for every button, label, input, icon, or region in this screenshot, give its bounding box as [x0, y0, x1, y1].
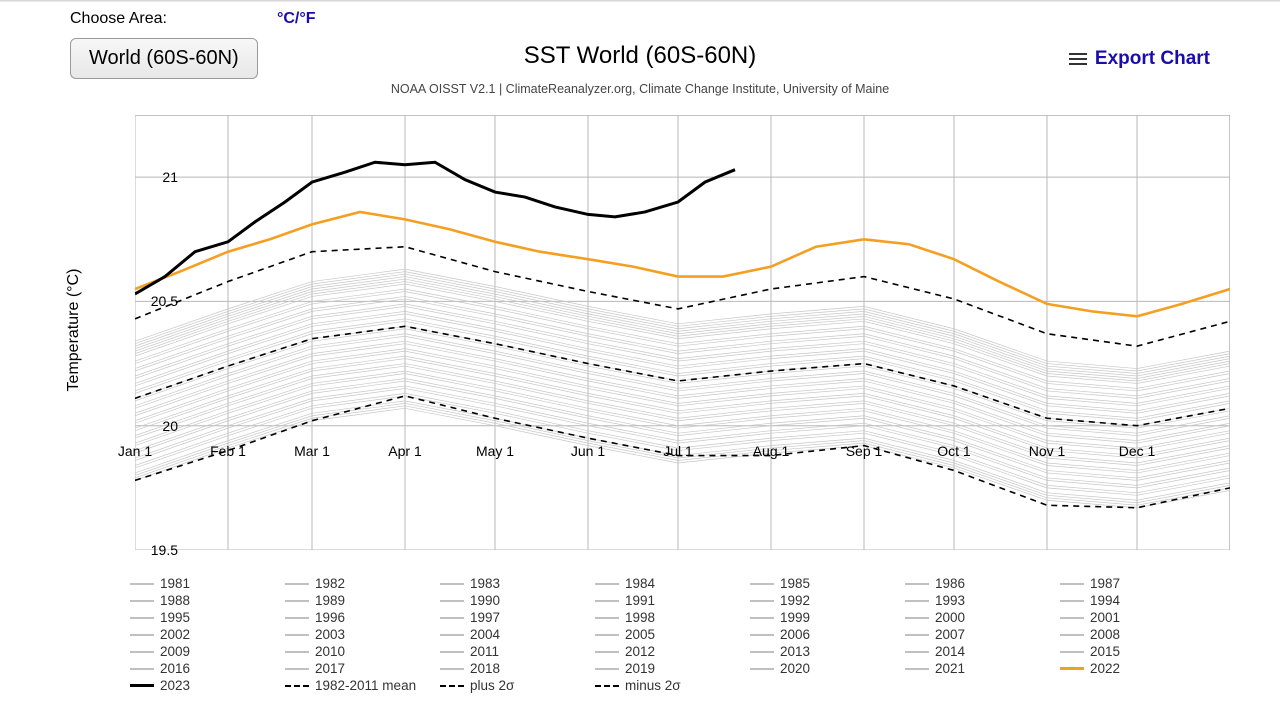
legend-item-2010[interactable]: 2010 [285, 643, 440, 660]
legend-item-2017[interactable]: 2017 [285, 660, 440, 677]
x-tick-label: Aug 1 [753, 443, 790, 459]
legend-item-2012[interactable]: 2012 [595, 643, 750, 660]
legend-item-2002[interactable]: 2002 [130, 626, 285, 643]
y-tick-label: 20 [162, 418, 178, 434]
legend-item-2001[interactable]: 2001 [1060, 609, 1215, 626]
legend-item-1988[interactable]: 1988 [130, 592, 285, 609]
legend-item-2021[interactable]: 2021 [905, 660, 1060, 677]
x-tick-label: Mar 1 [294, 443, 330, 459]
legend-item-1994[interactable]: 1994 [1060, 592, 1215, 609]
y-tick-label: 21 [162, 169, 178, 185]
legend-item-1986[interactable]: 1986 [905, 575, 1060, 592]
unit-toggle[interactable]: °C/°F [277, 10, 316, 28]
choose-area-label: Choose Area: [70, 10, 167, 28]
x-tick-label: Apr 1 [388, 443, 421, 459]
legend-item-1990[interactable]: 1990 [440, 592, 595, 609]
y-axis-label: Temperature (°C) [65, 269, 83, 392]
x-tick-label: Oct 1 [937, 443, 970, 459]
legend-item-1997[interactable]: 1997 [440, 609, 595, 626]
legend-item-1987[interactable]: 1987 [1060, 575, 1215, 592]
legend-item-2004[interactable]: 2004 [440, 626, 595, 643]
x-tick-label: May 1 [476, 443, 514, 459]
x-tick-label: Jun 1 [571, 443, 605, 459]
chart-subtitle: NOAA OISST V2.1 | ClimateReanalyzer.org,… [0, 82, 1280, 96]
export-chart-button[interactable]: Export Chart [1069, 48, 1210, 70]
legend-item-1999[interactable]: 1999 [750, 609, 905, 626]
legend-item-2016[interactable]: 2016 [130, 660, 285, 677]
legend-item-2007[interactable]: 2007 [905, 626, 1060, 643]
legend-item-1983[interactable]: 1983 [440, 575, 595, 592]
x-tick-label: Nov 1 [1029, 443, 1066, 459]
x-tick-label: Jan 1 [118, 443, 152, 459]
legend-item-2006[interactable]: 2006 [750, 626, 905, 643]
chart-svg [135, 115, 1230, 550]
legend-item-1989[interactable]: 1989 [285, 592, 440, 609]
y-tick-label: 20.5 [151, 293, 178, 309]
legend-item-2018[interactable]: 2018 [440, 660, 595, 677]
legend-item-1993[interactable]: 1993 [905, 592, 1060, 609]
legend-item-2022[interactable]: 2022 [1060, 660, 1215, 677]
legend-item-2005[interactable]: 2005 [595, 626, 750, 643]
x-tick-label: Dec 1 [1119, 443, 1156, 459]
legend-item-1984[interactable]: 1984 [595, 575, 750, 592]
legend-item-1991[interactable]: 1991 [595, 592, 750, 609]
legend-item-minus[interactable]: minus 2σ [595, 677, 750, 694]
legend-item-1992[interactable]: 1992 [750, 592, 905, 609]
legend-item-1982[interactable]: 1982 [285, 575, 440, 592]
legend-item-2009[interactable]: 2009 [130, 643, 285, 660]
export-label: Export Chart [1095, 48, 1210, 70]
legend-item-2000[interactable]: 2000 [905, 609, 1060, 626]
legend-item-mean[interactable]: 1982-2011 mean [285, 677, 440, 694]
legend-item-2013[interactable]: 2013 [750, 643, 905, 660]
chart-plot-area [135, 115, 1230, 550]
legend-item-2015[interactable]: 2015 [1060, 643, 1215, 660]
legend-item-1996[interactable]: 1996 [285, 609, 440, 626]
legend-item-1998[interactable]: 1998 [595, 609, 750, 626]
legend-item-2011[interactable]: 2011 [440, 643, 595, 660]
x-tick-label: Jul 1 [663, 443, 693, 459]
legend: 1981198219831984198519861987 198819891990… [130, 575, 1225, 694]
legend-item-2019[interactable]: 2019 [595, 660, 750, 677]
header: Choose Area: °C/°F World (60S-60N) SST W… [0, 0, 1280, 79]
legend-item-1981[interactable]: 1981 [130, 575, 285, 592]
legend-item-2014[interactable]: 2014 [905, 643, 1060, 660]
legend-item-2008[interactable]: 2008 [1060, 626, 1215, 643]
y-tick-label: 19.5 [151, 542, 178, 558]
legend-item-2003[interactable]: 2003 [285, 626, 440, 643]
x-tick-label: Feb 1 [210, 443, 246, 459]
legend-item-1985[interactable]: 1985 [750, 575, 905, 592]
legend-item-2023[interactable]: 2023 [130, 677, 285, 694]
legend-item-2020[interactable]: 2020 [750, 660, 905, 677]
x-tick-label: Sep 1 [846, 443, 883, 459]
legend-item-plus[interactable]: plus 2σ [440, 677, 595, 694]
hamburger-icon [1069, 50, 1087, 68]
legend-item-1995[interactable]: 1995 [130, 609, 285, 626]
